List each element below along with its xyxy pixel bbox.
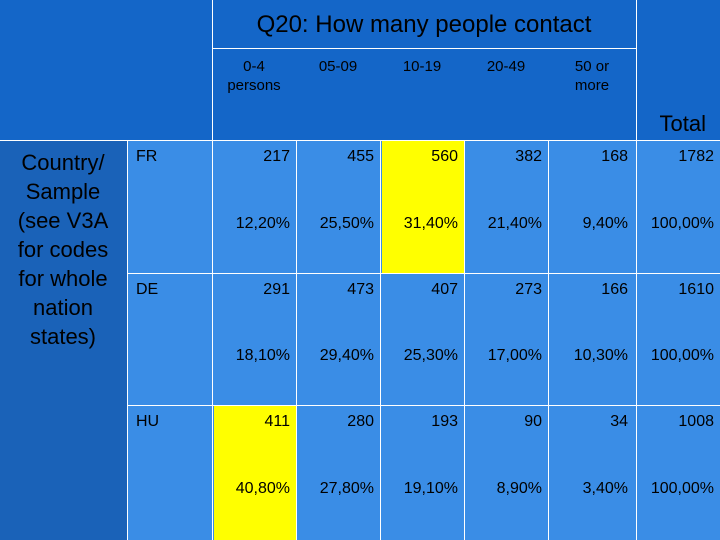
hu-percent-50-plus: 3,40%	[582, 480, 628, 497]
hu-percent-05-09: 27,80%	[319, 480, 374, 497]
grid-line-header-bottom	[0, 140, 720, 141]
hu-count-0-4: 411	[264, 413, 290, 430]
hu-percent-0-4: 40,80%	[235, 480, 290, 497]
de-count-20-49: 273	[515, 281, 542, 298]
grid-line-col1-right	[296, 141, 297, 540]
table-title: Q20: How many people contact	[256, 11, 592, 38]
fr-percent-50-plus: 9,40%	[582, 215, 628, 232]
header-background	[0, 0, 720, 141]
highlight-fr-10-19	[382, 141, 464, 273]
hu-count-total: 1008	[678, 413, 714, 430]
country-code-de: DE	[136, 281, 159, 298]
fr-count-0-4: 217	[263, 148, 290, 165]
de-percent-0-4: 18,10%	[235, 347, 290, 364]
fr-percent-20-49: 21,40%	[487, 215, 542, 232]
hu-count-10-19: 193	[431, 413, 458, 430]
highlight-hu-0-4	[214, 405, 296, 540]
grid-line-rowheader-right	[127, 141, 128, 540]
fr-percent-05-09: 25,50%	[319, 215, 374, 232]
column-header-05-09: 05-09	[318, 58, 358, 75]
fr-count-05-09: 455	[347, 148, 374, 165]
de-count-total: 1610	[678, 281, 714, 298]
country-code-hu: HU	[136, 413, 160, 430]
de-count-05-09: 473	[347, 281, 374, 298]
column-header-20-49: 20-49	[486, 58, 526, 75]
fr-percent-0-4: 12,20%	[235, 215, 290, 232]
grid-line-col4-right	[548, 141, 549, 540]
de-count-0-4: 291	[263, 281, 290, 298]
fr-count-20-49: 382	[515, 148, 542, 165]
fr-percent-10-19: 31,40%	[403, 215, 458, 232]
grid-line-col3-right	[464, 141, 465, 540]
de-count-10-19: 407	[431, 281, 458, 298]
grid-line-total-left	[636, 0, 637, 540]
hu-count-20-49: 90	[524, 413, 542, 430]
grid-line-fr-bottom	[128, 273, 720, 274]
column-header-total: Total	[659, 111, 706, 136]
de-percent-05-09: 29,40%	[319, 347, 374, 364]
fr-count-10-19: 560	[431, 148, 458, 165]
fr-count-total: 1782	[678, 148, 714, 165]
de-percent-10-19: 25,30%	[403, 347, 458, 364]
hu-percent-20-49: 8,90%	[496, 480, 542, 497]
fr-count-50-plus: 168	[601, 148, 628, 165]
grid-line-code-right	[212, 141, 213, 540]
de-percent-50-plus: 10,30%	[573, 347, 628, 364]
grid-line-col2-right	[380, 141, 381, 540]
column-header-50-or-more: 50 or more	[574, 58, 610, 94]
row-header-country-sample: Country/ Sample (see V3A for codes for w…	[17, 150, 109, 349]
hu-count-05-09: 280	[347, 413, 374, 430]
de-percent-total: 100,00%	[650, 347, 714, 364]
column-header-0-4: 0-4 persons	[227, 58, 281, 94]
grid-line-de-bottom	[128, 405, 720, 406]
country-code-fr: FR	[136, 148, 158, 165]
hu-percent-10-19: 19,10%	[403, 480, 458, 497]
grid-line-title-left	[212, 0, 213, 140]
hu-count-50-plus: 34	[610, 413, 628, 430]
fr-percent-total: 100,00%	[650, 215, 714, 232]
de-percent-20-49: 17,00%	[487, 347, 542, 364]
grid-line-title-bottom	[212, 48, 636, 49]
de-count-50-plus: 166	[601, 281, 628, 298]
column-header-10-19: 10-19	[402, 58, 442, 75]
hu-percent-total: 100,00%	[650, 480, 714, 497]
